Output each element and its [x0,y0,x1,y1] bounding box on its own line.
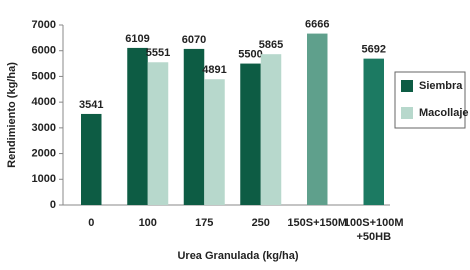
x-tick-label: 0 [88,217,94,229]
value-label: 5551 [146,47,170,59]
y-axis-label: Rendimiento (kg/ha) [6,62,18,168]
x-tick-label: 100 [139,217,157,229]
x-tick-label: 100S+100M [344,217,404,229]
value-label: 4891 [202,64,226,76]
bar [307,33,328,206]
legend-swatch [401,107,413,119]
value-label: 6109 [125,33,149,45]
value-label: 5865 [259,39,283,51]
y-tick-label: 7000 [32,19,56,31]
y-tick-label: 4000 [32,96,56,108]
bar [127,47,148,205]
value-label: 6666 [305,18,329,30]
x-axis-label: Urea Granulada (kg/ha) [177,250,298,262]
y-tick-label: 3000 [32,122,56,134]
bar [204,79,225,205]
x-tick-label: 175 [195,217,213,229]
bar [81,113,102,205]
value-label: 5500 [238,48,262,60]
y-tick-label: 5000 [32,70,56,82]
y-tick-label: 2000 [32,147,56,159]
legend-label: Siembra [419,80,463,92]
legend-swatch [401,80,413,92]
value-label: 5692 [362,44,386,56]
y-tick-label: 0 [50,199,56,211]
bar [183,48,205,205]
bar [147,62,169,206]
value-label: 3541 [79,99,103,111]
y-tick-label: 6000 [32,45,56,57]
bar [363,58,384,206]
x-tick-label: 150S+150M [287,217,347,229]
x-tick-label: 250 [252,217,270,229]
y-tick-label: 1000 [32,173,56,185]
x-tick-label: +50HB [356,231,391,243]
value-label: 6070 [182,34,206,46]
bar [240,63,261,206]
bar [260,54,282,205]
legend-label: Macollaje [419,107,469,119]
